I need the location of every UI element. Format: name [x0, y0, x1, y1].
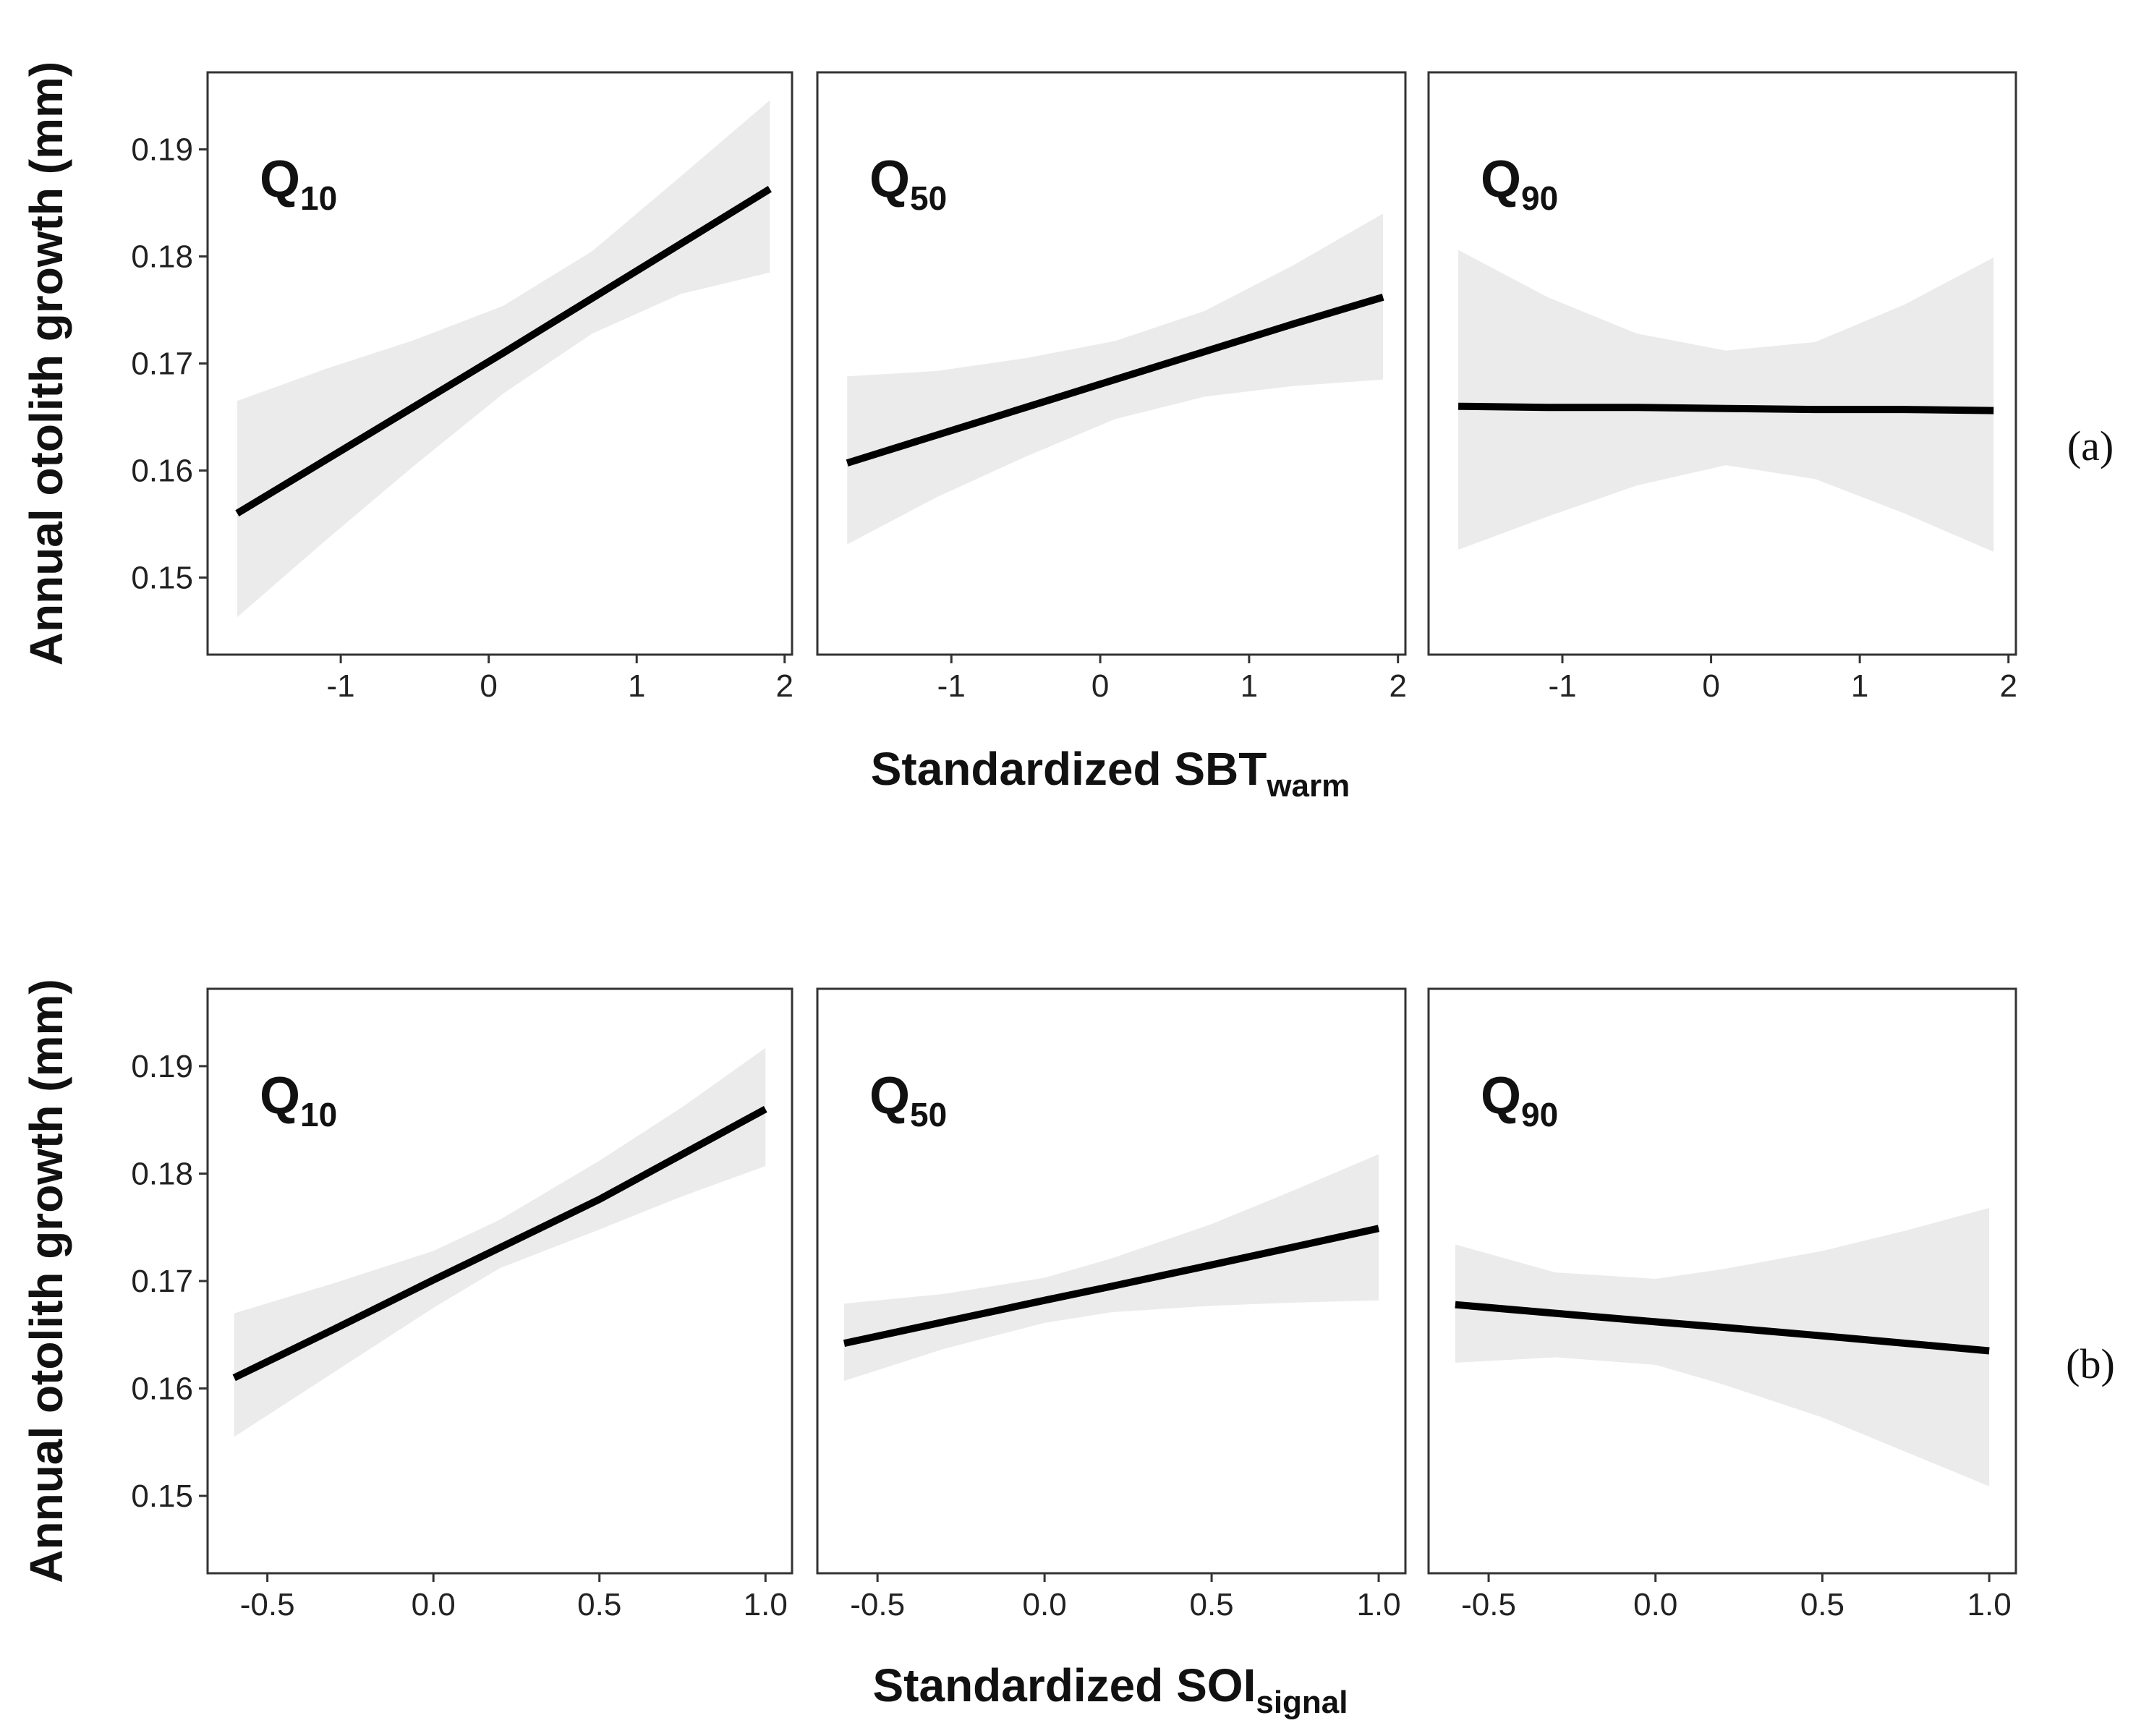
y-tick-label: 0.16 — [131, 1371, 193, 1407]
facet-label-main: Q — [869, 150, 910, 208]
facet-q90: -0.5 0.0 0.5 1.0 Q90 — [1427, 987, 2017, 1622]
facet-frame — [816, 71, 1407, 656]
facet-label-subscript: 90 — [1521, 1096, 1558, 1133]
regression-line — [232, 1106, 767, 1382]
x-axis-title-main: Standardized SBT — [871, 743, 1267, 795]
facet-label: Q90 — [1481, 150, 1558, 217]
x-axis-title-main: Standardized SOI — [872, 1659, 1256, 1711]
x-tick-label: 0 — [1702, 668, 1719, 704]
x-tick-label: -1 — [327, 668, 355, 704]
x-tick-label: -0.5 — [850, 1587, 905, 1622]
x-tick-label: 0.0 — [412, 1587, 456, 1622]
facet-label-main: Q — [1481, 1067, 1521, 1125]
facet-label-subscript: 10 — [300, 1096, 337, 1133]
facet-label-subscript: 50 — [910, 179, 947, 217]
facet-label: Q10 — [260, 1067, 337, 1133]
x-tick-label: 0.0 — [1633, 1587, 1677, 1622]
x-tick-label: 1 — [628, 668, 645, 704]
y-tick-label: 0.19 — [131, 132, 193, 168]
x-tick-label: 2 — [1999, 668, 2017, 704]
x-tick-label: 1 — [1851, 668, 1868, 704]
confidence-band — [237, 100, 770, 618]
facet-label-main: Q — [260, 150, 300, 208]
x-tick-label: -1 — [937, 668, 966, 704]
facet-label: Q10 — [260, 150, 337, 217]
y-tick-label: 0.19 — [131, 1049, 193, 1084]
y-tick-label: 0.17 — [131, 1264, 193, 1299]
y-tick-label: 0.15 — [131, 560, 193, 595]
x-tick-label: 1.0 — [1967, 1587, 2012, 1622]
panel-tag: (b) — [2066, 1340, 2115, 1387]
x-axis-title-subscript: signal — [1256, 1685, 1348, 1720]
facet-q90: -1 0 1 2 Q90 — [1427, 71, 2017, 704]
facet-q10: -1 0 1 2 0.15 0.16 0.17 0.18 0.19 Q10 — [131, 71, 793, 704]
x-tick-label: -0.5 — [1461, 1587, 1516, 1622]
confidence-band — [1458, 250, 1994, 552]
facet-label-main: Q — [260, 1067, 300, 1125]
x-tick-label: 2 — [1389, 668, 1406, 704]
figure-panel-b: -0.5 0.0 0.5 1.00.150.160.170.180.19Q10-0.5… — [20, 979, 2115, 1720]
y-tick-label: 0.16 — [131, 453, 193, 488]
facet-label-main: Q — [869, 1067, 910, 1125]
x-tick-label: 0.0 — [1023, 1587, 1067, 1622]
x-tick-label: 0 — [1091, 668, 1109, 704]
facet-label-subscript: 90 — [1521, 179, 1558, 217]
facet-frame — [1427, 987, 2017, 1575]
y-tick-label: 0.18 — [131, 1156, 193, 1191]
panel-tag: (a) — [2067, 422, 2114, 469]
facet-q50: -1 0 1 2 Q50 — [816, 71, 1407, 704]
y-axis-title: Annual otolith growth (mm) — [20, 61, 72, 665]
x-tick-label: 0.5 — [1189, 1587, 1233, 1622]
x-tick-label: -1 — [1548, 668, 1576, 704]
x-tick-label: 1.0 — [744, 1587, 788, 1622]
facet-label-main: Q — [1481, 150, 1521, 208]
y-tick-label: 0.18 — [131, 239, 193, 275]
x-tick-label: 1 — [1241, 668, 1258, 704]
x-tick-label: 0 — [480, 668, 497, 704]
x-tick-label: 1.0 — [1356, 1587, 1400, 1622]
regression-line — [1458, 402, 1994, 414]
x-tick-label: 0.5 — [1800, 1587, 1844, 1622]
x-axis-title-subscript: warm — [1266, 768, 1350, 804]
x-axis-title: Standardized SOIsignal — [872, 1659, 1348, 1720]
regression-line — [1455, 1301, 1990, 1355]
y-tick-label: 0.17 — [131, 346, 193, 382]
regression-line — [235, 186, 772, 516]
x-tick-label: -0.5 — [240, 1587, 295, 1622]
facet-q10: -0.5 0.0 0.5 1.0 0.15 0.16 0.17 0.18 0.19 Q10 — [131, 987, 793, 1622]
confidence-band — [234, 1047, 766, 1437]
confidence-band — [1455, 1208, 1990, 1486]
y-axis-title: Annual otolith growth (mm) — [20, 979, 72, 1583]
facet-q50: -0.5 0.0 0.5 1.0 Q50 — [816, 987, 1407, 1622]
facet-frame — [1427, 71, 2017, 656]
facet-label: Q90 — [1481, 1067, 1558, 1133]
x-axis-title: Standardized SBTwarm — [871, 743, 1350, 804]
confidence-band — [844, 1154, 1379, 1382]
facet-frame — [816, 987, 1407, 1575]
facet-label-subscript: 50 — [910, 1096, 947, 1133]
facet-label-subscript: 10 — [300, 179, 337, 217]
regression-line — [843, 1225, 1380, 1347]
facet-label: Q50 — [869, 150, 947, 217]
x-tick-label: 0.5 — [577, 1587, 621, 1622]
y-tick-label: 0.15 — [131, 1478, 193, 1514]
regression-line — [846, 294, 1384, 467]
x-tick-label: 2 — [776, 668, 793, 704]
facet-label: Q50 — [869, 1067, 947, 1133]
